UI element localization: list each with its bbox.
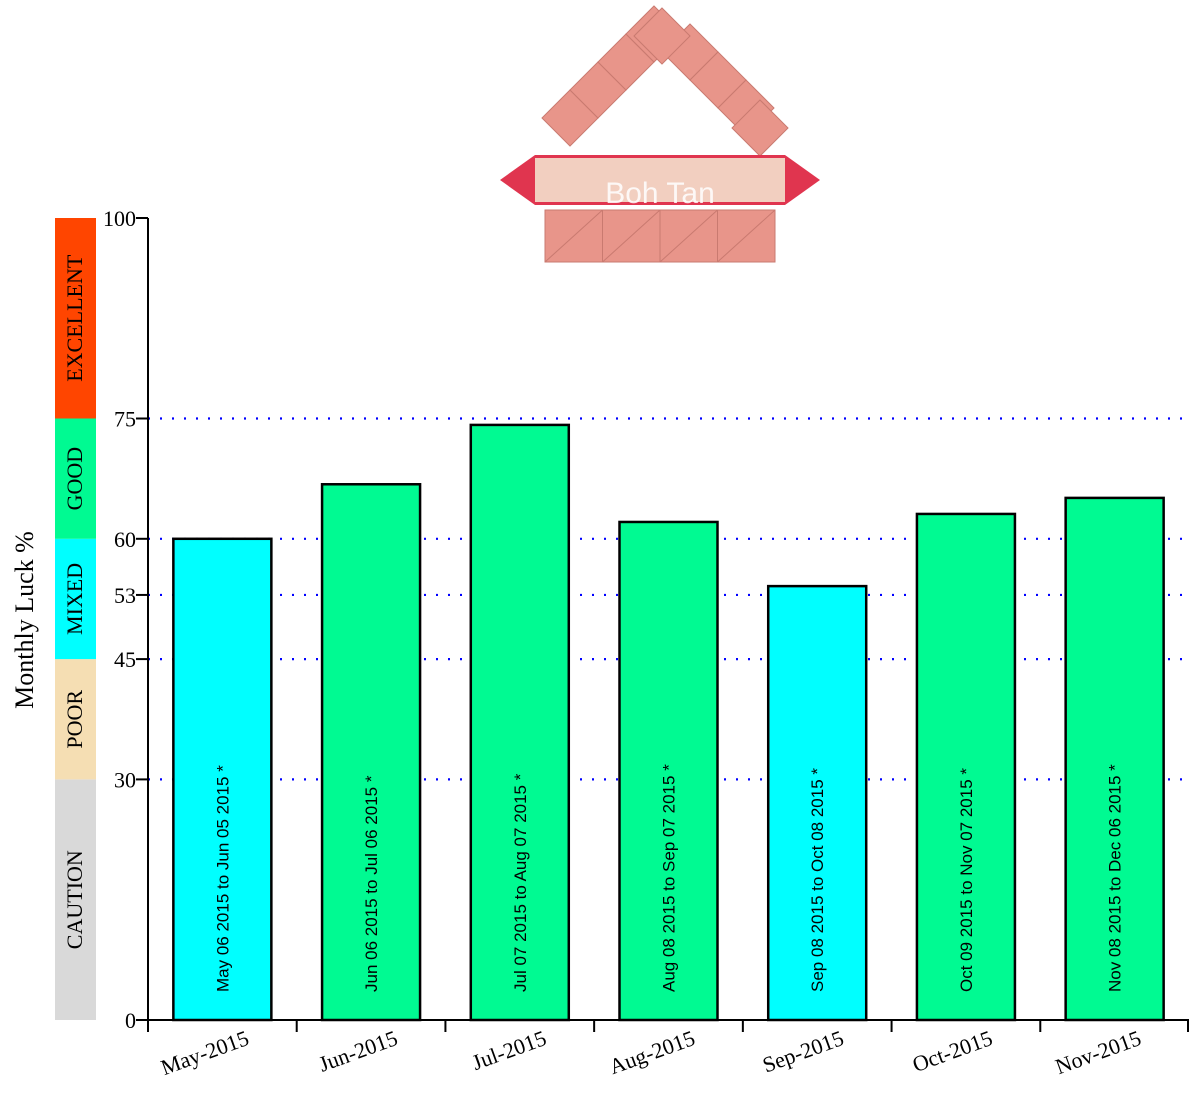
x-tick-label-jun-2015: Jun-2015 — [315, 1025, 401, 1077]
watermark-text: Boh Tan — [605, 177, 715, 210]
x-tick-label-aug-2015: Aug-2015 — [606, 1025, 698, 1079]
bar-jul-2015 — [469, 423, 571, 1022]
band-good — [55, 418, 96, 539]
bar-label-oct-2015: Oct 09 2015 to Nov 07 2015 * — [957, 768, 976, 992]
band-label-excellent: EXCELLENT — [62, 254, 87, 382]
y-tick-label-75: 75 — [114, 407, 136, 432]
band-caution — [55, 779, 96, 1020]
y-tick-label-0: 0 — [125, 1008, 136, 1033]
bar-sep-2015 — [766, 584, 868, 1022]
watermark-base-bricks — [544, 209, 776, 263]
x-tick-label-jul-2015: Jul-2015 — [469, 1025, 550, 1075]
bars: May 06 2015 to Jun 05 2015 * Jun 06 2015 … — [172, 423, 1165, 1022]
bar-label-aug-2015: Aug 08 2015 to Sep 07 2015 * — [660, 764, 679, 992]
bar-label-may-2015: May 06 2015 to Jun 05 2015 * — [213, 765, 232, 992]
x-tick-label-nov-2015: Nov-2015 — [1052, 1025, 1144, 1079]
x-tick-label-oct-2015: Oct-2015 — [909, 1025, 996, 1077]
band-label-poor: POOR — [62, 690, 87, 749]
luck-bands: CAUTION POOR MIXED GOOD EXCELLENT — [55, 218, 96, 1020]
bar-aug-2015 — [618, 520, 719, 1022]
watermark-base-brick-diag-2 — [659, 209, 718, 263]
y-tick-label-60: 60 — [114, 527, 136, 552]
y-tick-label-30: 30 — [114, 767, 136, 792]
bar-nov-2015 — [1064, 496, 1165, 1022]
bar-label-jul-2015: Jul 07 2015 to Aug 07 2015 * — [511, 773, 530, 992]
watermark-brick-apex — [633, 7, 691, 65]
x-tick-label-may-2015: May-2015 — [157, 1025, 252, 1080]
bar-may-2015 — [172, 537, 273, 1022]
bar-jun-2015 — [320, 483, 422, 1022]
band-label-good: GOOD — [62, 447, 87, 511]
y-tick-label-100: 100 — [103, 206, 136, 231]
x-tick-label-sep-2015: Sep-2015 — [759, 1025, 847, 1077]
band-mixed — [55, 538, 96, 660]
boh-tan-watermark-logo: Boh Tan — [500, 5, 820, 263]
bar-label-jun-2015: Jun 06 2015 to Jul 06 2015 * — [362, 775, 381, 992]
watermark-base-brick-diag-1 — [602, 209, 661, 263]
watermark-roof-bricks — [541, 5, 789, 157]
y-axis-label: Monthly Luck % — [10, 531, 39, 709]
bar-label-sep-2015: Sep 08 2015 to Oct 08 2015 * — [808, 768, 827, 992]
watermark-base-brick-diag-3 — [717, 209, 776, 263]
watermark-panel — [535, 158, 785, 202]
bar-oct-2015 — [915, 512, 1017, 1022]
bar-label-nov-2015: Nov 08 2015 to Dec 06 2015 * — [1106, 764, 1125, 992]
band-label-mixed: MIXED — [62, 563, 87, 635]
y-tick-label-45: 45 — [114, 647, 136, 672]
y-tick-label-53: 53 — [114, 583, 136, 608]
band-excellent — [55, 218, 96, 419]
band-label-caution: CAUTION — [62, 850, 87, 949]
band-poor — [55, 659, 96, 780]
watermark-base-brick-diag-0 — [544, 209, 603, 263]
